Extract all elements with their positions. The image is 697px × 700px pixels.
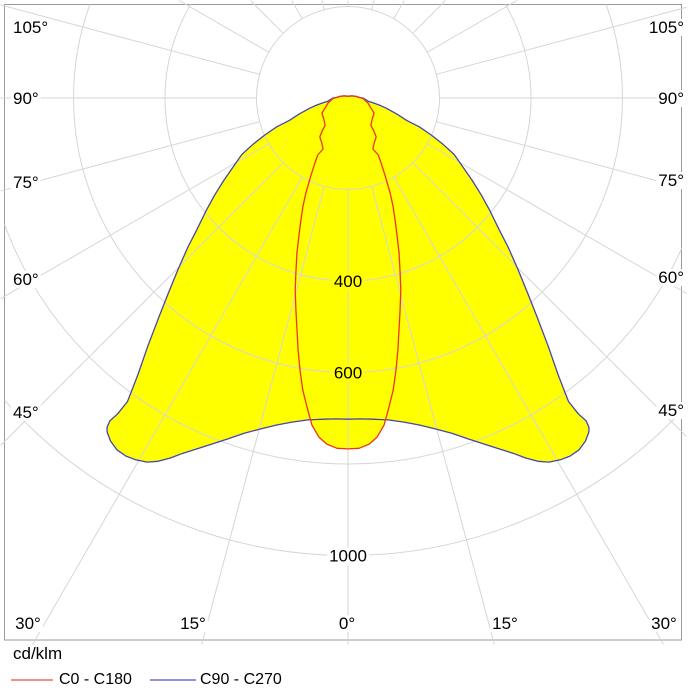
angle-label-left: 75° <box>13 173 39 192</box>
angle-label-left: 45° <box>13 403 39 422</box>
angle-label-right: 75° <box>658 171 684 190</box>
angle-label-bottom: 30° <box>15 614 41 633</box>
angle-label-bottom: 0° <box>339 614 355 633</box>
ring-label: 400 <box>334 272 362 291</box>
angle-label-bottom: 15° <box>492 614 518 633</box>
ring-label: 600 <box>334 364 362 383</box>
angle-label-right: 105° <box>649 18 684 37</box>
curve-c0-c180 <box>294 95 402 450</box>
angle-label-left: 90° <box>13 89 39 108</box>
angle-label-right: 60° <box>658 268 684 287</box>
angle-label-left: 105° <box>13 18 48 37</box>
ring-label: 1000 <box>329 547 367 566</box>
legend-line-c0-c180-icon <box>11 679 53 681</box>
axis-labels: 400 600 1000 105° 90° 75° 60° 45° 105° 90° 75° 60° 4… <box>11 18 686 633</box>
angle-label-left: 60° <box>13 270 39 289</box>
legend-label-c0-c180: C0 - C180 <box>59 671 132 688</box>
legend-unit-label: cd/klm <box>13 644 63 663</box>
polar-chart: 400 600 1000 105° 90° 75° 60° 45° 105° 90° 75° 60° 4… <box>0 0 687 645</box>
angle-label-right: 90° <box>658 89 684 108</box>
curve-c90-c270 <box>106 95 590 463</box>
legend-label-c90-c270: C90 - C270 <box>200 671 282 688</box>
legend-line-c90-c270-icon <box>150 679 196 681</box>
angle-label-bottom: 15° <box>180 614 206 633</box>
angle-label-right: 45° <box>658 401 684 420</box>
angle-label-bottom: 30° <box>651 614 677 633</box>
